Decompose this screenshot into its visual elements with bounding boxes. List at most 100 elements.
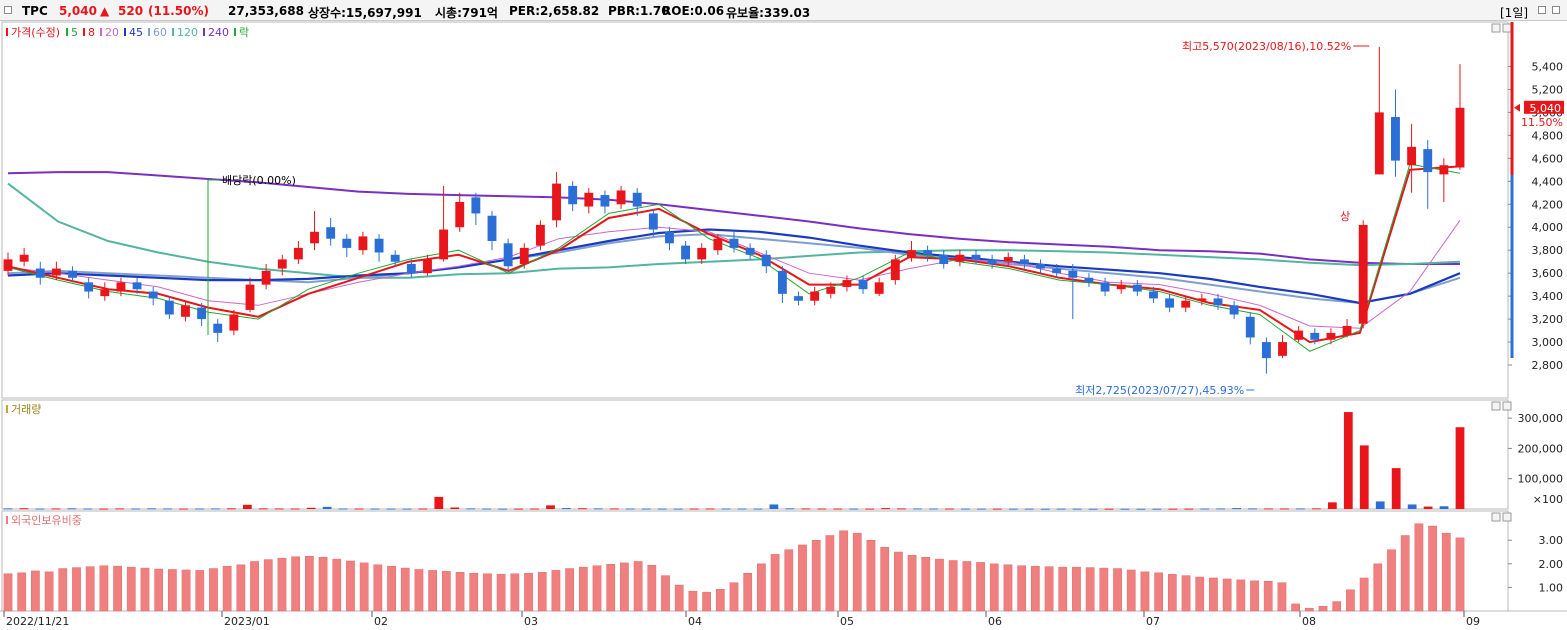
volume-bar bbox=[641, 508, 651, 510]
candle-body bbox=[697, 247, 707, 260]
volume-bar bbox=[1120, 508, 1130, 510]
volume-bar bbox=[1136, 508, 1146, 510]
candle-body bbox=[1100, 282, 1110, 292]
period-selector[interactable]: [1일] bbox=[1500, 6, 1529, 20]
foreign-bar bbox=[537, 572, 547, 612]
foreign-bar bbox=[1236, 579, 1246, 612]
candle-body bbox=[907, 250, 916, 258]
volume-bar bbox=[322, 506, 332, 509]
legend-swatch bbox=[6, 28, 8, 36]
candle-body bbox=[552, 183, 561, 221]
foreign-bar bbox=[1332, 601, 1342, 612]
foreign-y-tick-label: 3.00 bbox=[1539, 534, 1564, 547]
legend-swatch bbox=[203, 28, 205, 36]
pbr-value: PBR:1.70 bbox=[608, 4, 670, 18]
foreign-bar bbox=[1414, 523, 1424, 612]
volume-bar bbox=[833, 508, 843, 510]
foreign-bar bbox=[126, 566, 136, 612]
volume-bar bbox=[115, 508, 125, 510]
foreign-bar bbox=[907, 555, 917, 612]
foreign-bar bbox=[168, 569, 177, 612]
candle-body bbox=[1407, 146, 1417, 166]
foreign-bar bbox=[318, 556, 328, 612]
volume-bar bbox=[992, 508, 1002, 510]
volume-bar bbox=[673, 508, 683, 510]
current-price: 5,040 bbox=[59, 4, 97, 18]
foreign-bar bbox=[332, 558, 342, 612]
volume-bar bbox=[753, 508, 763, 510]
restore-window-icon[interactable] bbox=[1538, 6, 1546, 14]
foreign-bar bbox=[154, 568, 164, 612]
foreign-bar bbox=[743, 573, 753, 612]
price-panel bbox=[1, 21, 1509, 399]
foreign-bar bbox=[592, 565, 602, 612]
candle-body bbox=[632, 192, 642, 207]
foreign-bar bbox=[304, 556, 314, 612]
foreign-bar bbox=[222, 565, 232, 612]
candle-body bbox=[148, 291, 158, 299]
candle-body bbox=[293, 247, 303, 260]
x-axis-tick-label: 08 bbox=[1302, 615, 1316, 628]
foreign-bar bbox=[72, 567, 81, 612]
price-pointer-icon bbox=[1514, 103, 1520, 112]
volume-bar bbox=[1008, 508, 1018, 510]
foreign-bar bbox=[1126, 569, 1136, 612]
volume-bar bbox=[1264, 508, 1273, 510]
legend-swatch bbox=[124, 28, 126, 36]
foreign-bar bbox=[99, 565, 109, 612]
legend-swatch bbox=[234, 28, 236, 36]
foreign-bar bbox=[428, 570, 438, 612]
volume-bar bbox=[1423, 506, 1433, 509]
foreign-bar bbox=[606, 564, 616, 612]
candle-body bbox=[181, 305, 190, 317]
volume-bar bbox=[960, 508, 970, 510]
foreign-bar bbox=[1167, 573, 1177, 612]
foreign-legend-swatch bbox=[6, 516, 8, 524]
volume-bar bbox=[1327, 502, 1337, 509]
foreign-bar bbox=[250, 561, 259, 612]
candle-body bbox=[1084, 277, 1094, 283]
foreign-bar bbox=[688, 590, 698, 612]
per-value: PER:2,658.82 bbox=[509, 4, 600, 18]
candle-body bbox=[358, 236, 368, 251]
volume-panel bbox=[1, 399, 1509, 510]
foreign-bar bbox=[1277, 582, 1287, 612]
volume-bar bbox=[83, 508, 93, 510]
foreign-bar bbox=[373, 564, 383, 612]
volume-bar bbox=[354, 508, 364, 510]
foreign-bar bbox=[894, 551, 903, 612]
foreign-bar bbox=[510, 573, 520, 612]
candle-body bbox=[665, 231, 674, 244]
foreign-bar bbox=[1441, 532, 1451, 612]
candle-body bbox=[1019, 259, 1029, 264]
volume-bar bbox=[530, 508, 539, 510]
legend-label: 5 bbox=[71, 26, 78, 39]
foreign-bar bbox=[811, 539, 821, 612]
volume-bar bbox=[1168, 508, 1178, 510]
candle-body bbox=[939, 254, 949, 264]
volume-bar bbox=[418, 508, 428, 510]
close-window-icon[interactable] bbox=[1552, 6, 1560, 14]
candle-body bbox=[132, 282, 142, 290]
foreign-bar bbox=[1030, 565, 1040, 612]
candle-body bbox=[535, 224, 545, 246]
foreign-bar bbox=[757, 563, 766, 612]
foreign-bar bbox=[1017, 565, 1027, 612]
volume-bar bbox=[817, 508, 827, 510]
listed-shares: 상장수:15,697,991 bbox=[308, 6, 422, 20]
x-axis-tick-label: 2022/11/21 bbox=[6, 615, 69, 628]
volume-y-tick-label: 200,000 bbox=[1518, 442, 1564, 455]
collapse-box-icon[interactable] bbox=[4, 6, 12, 14]
foreign-bar bbox=[729, 582, 739, 612]
volume-bar bbox=[1104, 508, 1114, 510]
price-y-tick-label: 3,600 bbox=[1532, 267, 1564, 280]
volume-bar bbox=[67, 508, 77, 510]
volume-bar bbox=[402, 508, 412, 510]
x-axis-tick-label: 03 bbox=[524, 615, 538, 628]
foreign-bar bbox=[209, 568, 218, 612]
legend-label: 60 bbox=[153, 26, 167, 39]
current-price-flag-label: 5,040 bbox=[1530, 102, 1562, 115]
reserve-ratio: 유보율:339.03 bbox=[726, 6, 811, 20]
volume-bar bbox=[258, 508, 268, 510]
candle-body bbox=[406, 263, 416, 274]
